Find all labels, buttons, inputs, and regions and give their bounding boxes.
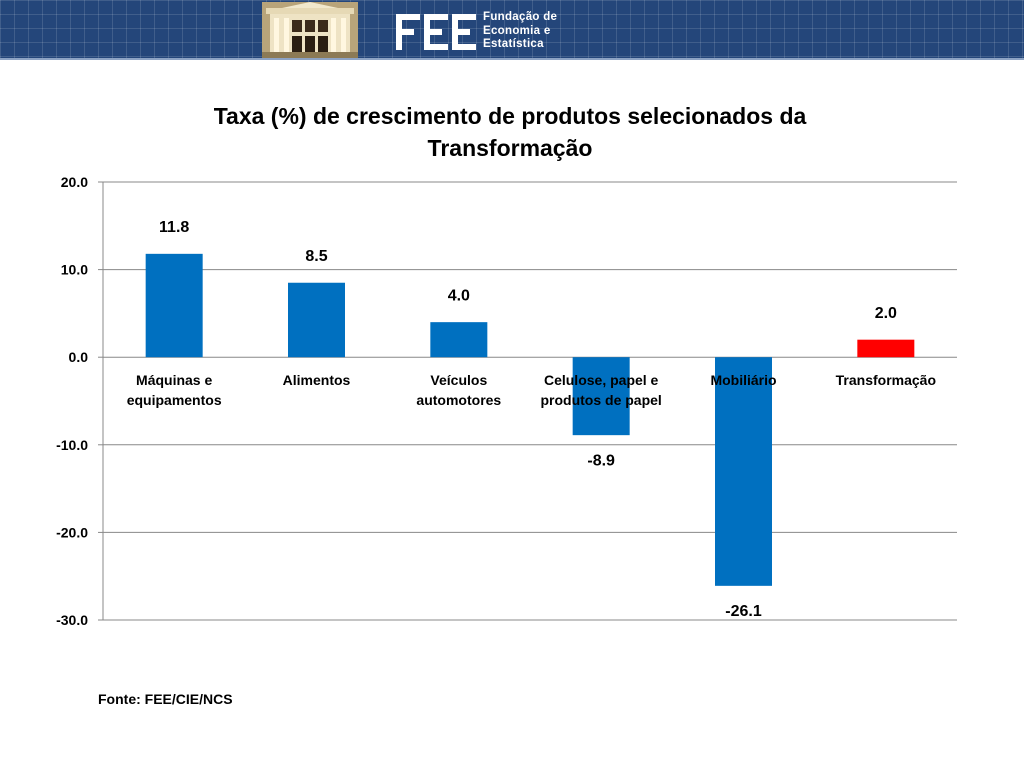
value-label: -26.1	[725, 603, 762, 620]
source-note: Fonte: FEE/CIE/NCS	[98, 691, 233, 707]
value-label: 11.8	[159, 219, 189, 236]
value-label: 4.0	[448, 287, 470, 304]
category-label: Veículos	[430, 372, 487, 388]
category-label: Alimentos	[283, 372, 351, 388]
category-label: Mobiliário	[710, 372, 776, 388]
category-label: Celulose, papel e	[544, 372, 659, 388]
fee-logo	[396, 14, 476, 50]
bar	[430, 322, 488, 358]
bar	[288, 282, 345, 358]
y-tick-label: 20.0	[61, 174, 88, 190]
banner-divider	[0, 58, 1024, 60]
value-labels: 11.8 8.5 4.0 -8.9 -26.1 2.0	[159, 219, 897, 620]
category-label: Transformação	[836, 372, 936, 388]
gridlines	[103, 181, 957, 621]
chart-title-line-2: Transformação	[427, 135, 593, 161]
org-name-line-1: Fundação de	[483, 11, 558, 23]
value-label: 8.5	[305, 248, 327, 265]
category-label: equipamentos	[127, 392, 222, 408]
chart-title: Taxa (%) de crescimento de produtos sele…	[150, 100, 870, 164]
header-banner: Fundação de Economia e Estatística	[0, 0, 1024, 60]
banner-grid-pattern	[0, 0, 1024, 60]
y-axis: 20.0 10.0 0.0 -10.0 -20.0 -30.0	[56, 174, 104, 628]
chart-title-line-1: Taxa (%) de crescimento de produtos sele…	[213, 103, 807, 129]
bar	[857, 339, 915, 358]
y-tick-label: -20.0	[56, 524, 88, 540]
bars	[145, 253, 915, 586]
organization-name: Fundação de Economia e Estatística	[483, 11, 557, 52]
bar	[715, 357, 772, 586]
category-label: Máquinas e	[136, 372, 212, 388]
value-label: 2.0	[875, 305, 897, 322]
category-labels: Máquinas e equipamentos Alimentos Veículos a…	[127, 372, 936, 408]
y-tick-label: -10.0	[56, 437, 88, 453]
y-tick-label: -30.0	[56, 612, 88, 628]
bar	[145, 253, 203, 358]
building-logo	[262, 2, 358, 58]
category-label: produtos de papel	[540, 392, 661, 408]
bar	[572, 357, 630, 436]
y-tick-label: 10.0	[61, 262, 88, 278]
org-name-line-3: Estatística	[483, 38, 544, 50]
org-name-line-2: Economia e	[483, 24, 551, 37]
y-tick-label: 0.0	[69, 349, 89, 365]
category-label: automotores	[416, 392, 501, 408]
value-label: -8.9	[587, 452, 615, 469]
